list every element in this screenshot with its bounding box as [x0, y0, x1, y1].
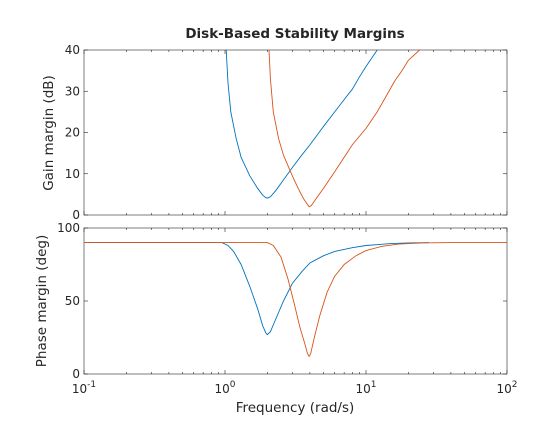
y-tick-label: 30	[65, 84, 80, 98]
phase-margin-axes-frame	[83, 227, 508, 375]
x-tick-label: 10-1	[72, 380, 96, 396]
x-tick-labels: 10-1 100 101 102	[72, 380, 518, 396]
x-tick-label: 100	[214, 380, 235, 396]
x-tick-label: 102	[496, 380, 517, 396]
phase-margin-y-label: Phase margin (deg)	[34, 235, 50, 367]
series-line-1	[84, 242, 430, 336]
gain-margin-axes-frame	[83, 49, 508, 216]
y-tick-label: 40	[65, 43, 80, 57]
phase-margin-panel: 0 50 100 Phase margin (deg)	[34, 221, 508, 381]
series-line-1	[225, 49, 378, 199]
y-tick-label: 100	[57, 221, 80, 235]
series-line-2	[268, 49, 420, 208]
y-tick-label: 20	[65, 126, 80, 140]
y-tick-label: 50	[65, 294, 80, 308]
gain-margin-panel: 0 10 20 30 40 Gain margin (dB)	[41, 43, 508, 222]
chart-title: Disk-Based Stability Margins	[185, 26, 404, 42]
y-tick-label: 0	[72, 367, 80, 381]
y-tick-label: 10	[65, 167, 80, 181]
gain-margin-y-label: Gain margin (dB)	[41, 75, 57, 191]
x-tick-label: 101	[355, 380, 376, 396]
y-tick-label: 0	[72, 208, 80, 222]
series-line-2	[84, 242, 507, 358]
x-axis-label: Frequency (rad/s)	[236, 400, 355, 416]
